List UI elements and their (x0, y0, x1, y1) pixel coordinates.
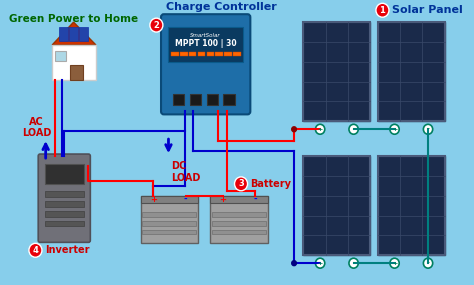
Text: +: + (318, 261, 323, 266)
Bar (198, 52, 205, 56)
Text: +: + (392, 261, 397, 266)
Bar (45, 211, 84, 217)
Circle shape (390, 124, 399, 134)
Bar (79, 27, 89, 41)
Bar (210, 196, 268, 243)
Bar (303, 156, 370, 255)
FancyBboxPatch shape (38, 154, 91, 242)
Circle shape (292, 261, 296, 266)
Circle shape (316, 258, 325, 268)
Text: -: - (352, 126, 355, 132)
Bar (189, 52, 196, 56)
Bar (303, 156, 370, 255)
Bar (142, 229, 196, 234)
Bar (207, 52, 214, 56)
Bar (45, 201, 84, 207)
Circle shape (376, 3, 389, 17)
Text: +: + (219, 195, 227, 204)
Bar (69, 27, 78, 41)
Circle shape (29, 243, 42, 257)
Bar (173, 93, 184, 105)
Text: -: - (427, 260, 429, 266)
Bar (141, 196, 198, 243)
Circle shape (292, 127, 296, 132)
Text: SmartSolar: SmartSolar (191, 32, 221, 38)
Text: DC
LOAD: DC LOAD (171, 161, 201, 183)
Circle shape (349, 258, 358, 268)
Bar (378, 156, 445, 255)
Text: 4: 4 (33, 246, 38, 255)
Bar (141, 196, 198, 203)
Text: Inverter: Inverter (45, 245, 89, 255)
Circle shape (423, 124, 433, 134)
Circle shape (349, 124, 358, 134)
Circle shape (390, 258, 399, 268)
Bar (212, 229, 266, 234)
Bar (216, 52, 223, 56)
FancyBboxPatch shape (161, 14, 250, 114)
Circle shape (423, 258, 433, 268)
Bar (190, 93, 201, 105)
Text: 2: 2 (154, 21, 159, 30)
Text: -: - (184, 195, 187, 204)
Bar (142, 212, 196, 217)
Bar (168, 27, 243, 62)
Bar (212, 221, 266, 226)
Bar (45, 164, 84, 184)
Text: AC
LOAD: AC LOAD (22, 117, 51, 138)
Text: -: - (427, 126, 429, 132)
Text: Solar Panel: Solar Panel (392, 5, 463, 15)
Bar (224, 52, 232, 56)
Text: Charge Controller: Charge Controller (166, 2, 276, 12)
Text: MPPT 100 | 30: MPPT 100 | 30 (175, 39, 237, 48)
Bar (210, 196, 268, 203)
Text: +: + (318, 127, 323, 132)
Bar (303, 22, 370, 121)
Circle shape (235, 177, 247, 191)
Circle shape (316, 124, 325, 134)
Bar (233, 52, 241, 56)
Text: 3: 3 (238, 179, 244, 188)
Bar (212, 212, 266, 217)
Bar (70, 65, 83, 80)
Text: Battery: Battery (250, 179, 292, 189)
Bar (171, 52, 179, 56)
Bar (223, 93, 235, 105)
Bar (142, 221, 196, 226)
Bar (378, 22, 445, 121)
Bar (207, 93, 218, 105)
Bar (45, 191, 84, 197)
Bar (59, 27, 68, 41)
Bar (303, 22, 370, 121)
Text: -: - (254, 195, 257, 204)
Text: +: + (392, 127, 397, 132)
Bar (45, 221, 84, 227)
Text: 1: 1 (380, 6, 385, 15)
Bar (180, 52, 188, 56)
Bar (378, 156, 445, 255)
Bar (52, 45, 96, 80)
Text: +: + (150, 195, 157, 204)
Polygon shape (52, 22, 96, 45)
Text: Green Power to Home: Green Power to Home (9, 14, 138, 24)
Circle shape (150, 18, 163, 32)
Bar (55, 51, 66, 61)
Bar (378, 22, 445, 121)
Text: -: - (352, 260, 355, 266)
